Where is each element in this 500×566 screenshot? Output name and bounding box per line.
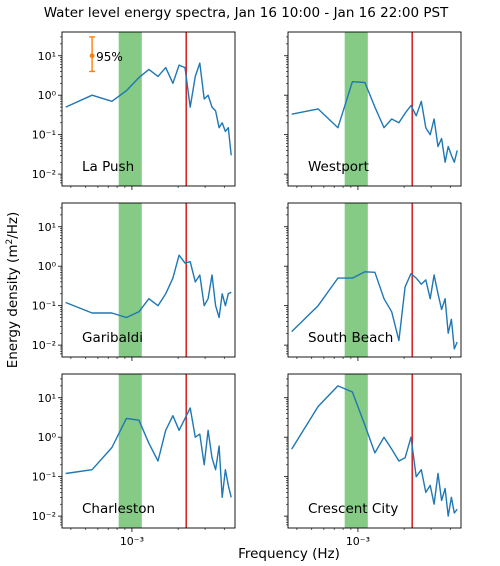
panel-3: 10⁻² 10⁻¹ 10⁰ 10¹ Garibaldi (32, 202, 236, 361)
station-label: Garibaldi (82, 330, 143, 346)
frequency-band (118, 374, 142, 528)
panel-6: 10⁻³ Crescent City (284, 373, 462, 548)
axes-frame (61, 373, 236, 529)
y-tick-label: 10⁻¹ (32, 471, 56, 484)
frequency-band (118, 203, 142, 357)
station-label: Charleston (82, 501, 155, 517)
spectrum-series (291, 385, 458, 517)
spectrum-series (65, 407, 232, 498)
plot-area (62, 203, 235, 357)
x-tick-label: 10⁻³ (120, 535, 144, 548)
axes-frame (61, 31, 236, 187)
panel-5: 10⁻² 10⁻¹ 10⁰ 10¹ 10⁻³ Charleston (32, 373, 236, 548)
y-tick-label: 10¹ (38, 392, 56, 405)
spectrum-series (291, 271, 458, 350)
spectrum-series (65, 254, 232, 319)
axes-frame (61, 202, 236, 358)
frequency-band (344, 32, 368, 186)
station-label: Westport (308, 159, 369, 175)
x-axis-label: Frequency (Hz) (238, 546, 340, 562)
y-tick-label: 10¹ (38, 50, 56, 63)
y-tick-label: 10⁻² (32, 339, 56, 352)
panel-4: South Beach (284, 202, 462, 361)
y-tick-label: 10⁰ (38, 431, 57, 444)
spectrum-series (291, 80, 458, 163)
y-tick-label: 10⁻¹ (32, 300, 56, 313)
y-tick-label: 10¹ (38, 221, 56, 234)
x-tick-label: 10⁻³ (346, 535, 370, 548)
y-tick-label: 10⁻² (32, 168, 56, 181)
errorbar-label: 95% (96, 50, 123, 64)
axes-frame (287, 202, 462, 358)
axes-frame (287, 373, 462, 529)
spectrum-series (65, 62, 232, 156)
errorbar-marker (89, 53, 95, 59)
y-axis-label: Energy density (m2/Hz) (5, 212, 21, 369)
frequency-band (344, 203, 368, 357)
y-tick-label: 10⁰ (38, 260, 57, 273)
axes-frame (287, 31, 462, 187)
frequency-band (118, 32, 142, 186)
y-tick-label: 10⁰ (38, 89, 57, 102)
panel-1: 10⁻² 10⁻¹ 10⁰ 10¹ La Push 95% (32, 31, 236, 190)
panels: 10⁻² 10⁻¹ 10⁰ 10¹ La Push 95% Westport 10⁻² 10⁻¹… (32, 31, 462, 548)
figure-title: Water level energy spectra, Jan 16 10:00… (44, 5, 449, 21)
y-tick-label: 10⁻¹ (32, 129, 56, 142)
frequency-band (344, 374, 368, 528)
y-tick-label: 10⁻² (32, 510, 56, 523)
panel-2: Westport (284, 31, 462, 190)
plot-area (288, 203, 461, 357)
station-label: La Push (82, 159, 134, 175)
station-label: South Beach (308, 330, 393, 346)
station-label: Crescent City (308, 501, 398, 517)
